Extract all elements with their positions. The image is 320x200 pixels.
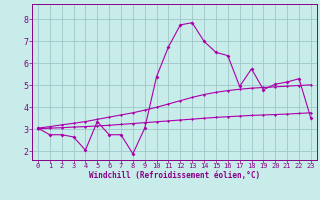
X-axis label: Windchill (Refroidissement éolien,°C): Windchill (Refroidissement éolien,°C) (89, 171, 260, 180)
